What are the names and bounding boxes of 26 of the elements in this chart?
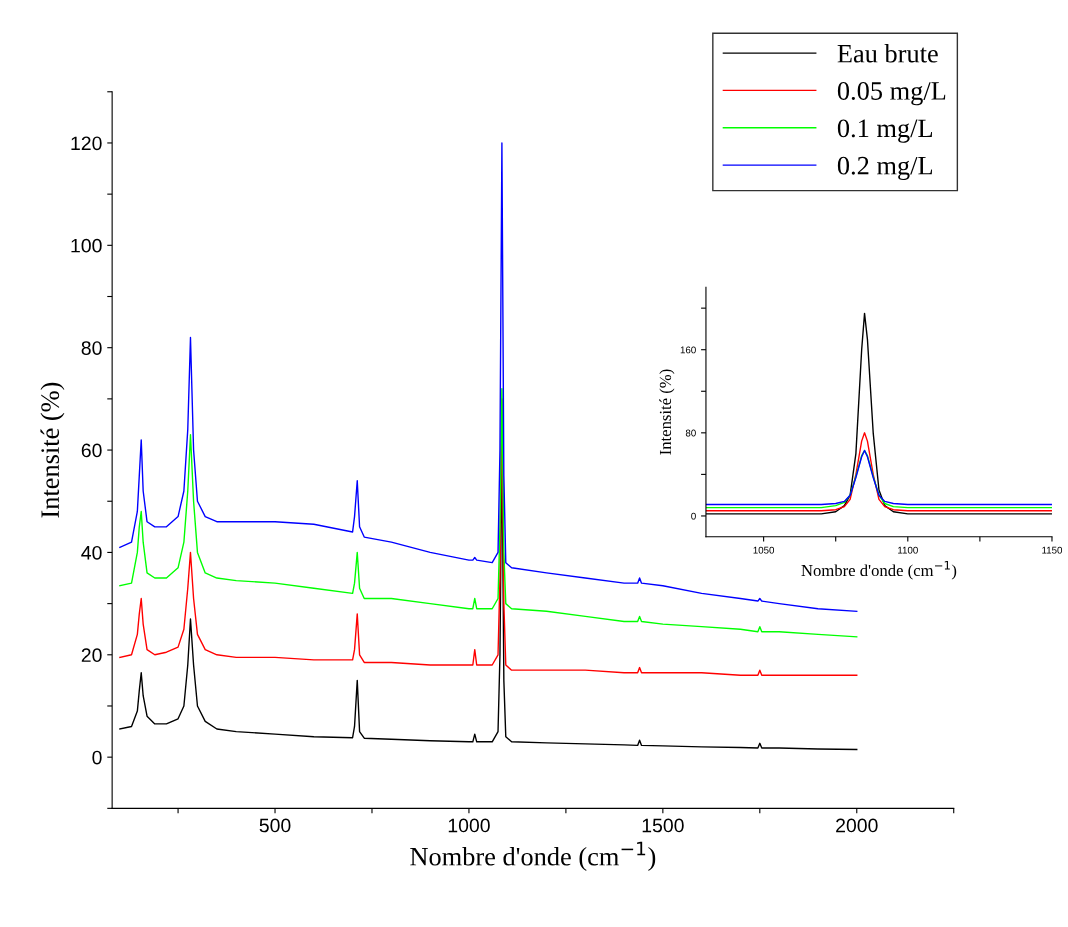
legend-label: 0.1 mg/L (837, 119, 933, 143)
x-tick-label: 1050 (753, 546, 775, 554)
y-tick-label: 0 (691, 512, 696, 520)
legend-label: 0.05 mg/L (837, 82, 946, 106)
x-axis-title: Nombre d'onde (cm$^{−1}$) (801, 561, 957, 580)
y-tick-label: 100 (71, 238, 102, 253)
x-tick-label: 2000 (836, 818, 878, 833)
y-tick-label: 80 (81, 341, 102, 355)
legend-label: 0.2 mg/L (837, 156, 933, 181)
y-tick-label: 0 (92, 750, 102, 765)
y-axis-title: Intensité (%) (659, 369, 675, 455)
x-axis-title: Nombre d'onde (cm$^{−1}$) (410, 841, 656, 871)
x-tick-label: 1000 (448, 818, 490, 833)
line-series (705, 432, 1052, 512)
y-tick-label: 60 (81, 443, 102, 458)
y-tick-label: 120 (71, 136, 102, 151)
x-tick-label: 1500 (642, 818, 684, 833)
legend-label: Eau brute (837, 44, 938, 63)
y-tick-label: 160 (680, 346, 696, 354)
x-tick-label: 500 (259, 818, 291, 833)
x-tick-label: 1100 (898, 546, 918, 554)
y-axis-title: Intensité (%) (40, 382, 65, 518)
y-tick-label: 20 (81, 648, 102, 663)
y-tick-label: 40 (81, 545, 102, 560)
x-tick-label: 1150 (1042, 546, 1063, 554)
y-tick-label: 80 (685, 429, 696, 437)
